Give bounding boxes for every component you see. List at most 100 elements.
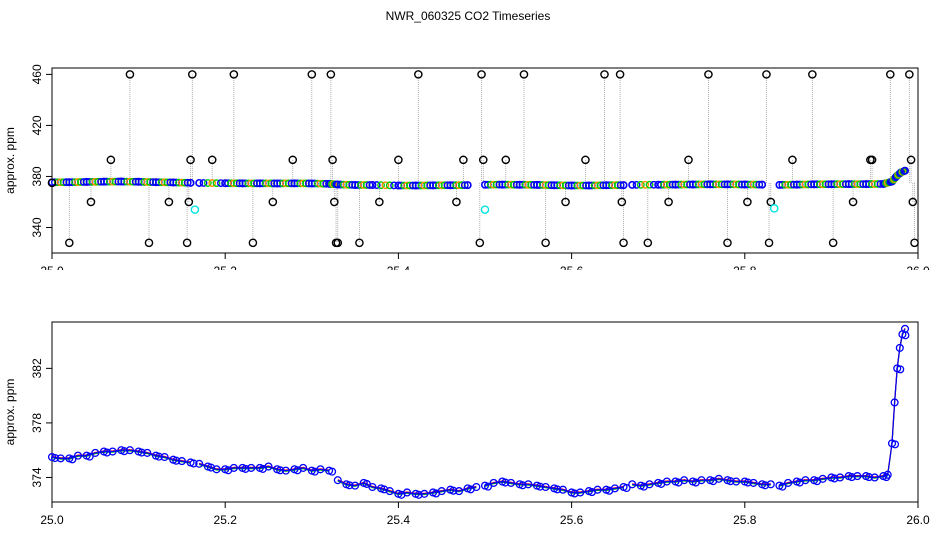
data-point [535,482,545,491]
baseline-point [616,181,625,190]
outlier-point [848,197,858,207]
data-point [749,478,758,487]
y-tick-label: 374 [30,467,44,487]
data-point [91,448,100,457]
data-point [368,482,377,492]
baseline-point [632,180,641,189]
outlier-point [908,197,918,207]
outlier-point [106,155,116,165]
data-point [778,482,787,491]
outlier-point [326,70,336,79]
data-point [333,476,342,485]
outlier-point [808,70,817,79]
outlier-point [762,70,771,79]
data-point [836,473,845,482]
baseline-point [463,181,472,190]
baseline-point [390,181,398,190]
y-tick-label: 380 [30,166,44,186]
data-point [345,481,354,490]
data-point [622,483,631,493]
data-point [883,470,892,479]
data-point [732,477,741,486]
cyan-point [769,204,779,213]
baseline-point [216,179,225,188]
outlier-point [125,70,135,79]
top-timeseries-plot: 25.0 25.2 25.4 25.6 25.8 26.0 340 380 420 460 appr… [3,64,930,270]
data-point [120,447,129,456]
data-point [229,463,238,472]
data-point [264,462,273,471]
data-point [316,465,325,474]
outlier-point [207,155,217,165]
x-tick-label: 25.6 [560,513,584,527]
y-tick-label: 460 [30,64,44,84]
baseline-point [758,180,767,189]
outlier-point [766,197,776,207]
outlier-point [452,197,461,207]
data-point [102,448,112,457]
cyan-point [190,205,200,214]
baseline-point [649,180,658,189]
outlier-point [664,197,673,207]
outlier-point [501,155,511,165]
data-point [160,452,169,462]
data-point [576,488,585,497]
data-point [680,476,689,485]
plot-frame [51,321,919,503]
data-point [385,487,394,496]
series-line [779,329,906,487]
data-point [501,478,510,487]
data-point [895,343,904,352]
outlier-point [186,155,195,165]
baseline-point [183,178,192,187]
series-line [199,463,330,472]
baseline-point [901,166,910,175]
data-point [853,472,862,481]
data-point [177,457,186,466]
baseline-point [208,179,217,187]
data-point [818,474,827,483]
y-axis-label: approx. ppm [3,127,17,194]
data-point [472,482,481,492]
outlier-point [885,70,895,79]
outlier-point [187,70,197,79]
data-point [108,447,117,456]
outlier-point [307,70,317,79]
series-line [779,328,906,486]
outlier-point [47,178,57,188]
x-tick-label: 25.4 [387,513,411,527]
data-point [351,481,360,490]
baseline-point [203,179,212,187]
outlier-point [184,197,194,207]
series-line [199,463,330,472]
data-point [50,453,60,463]
y-tick-label: 378 [30,413,44,433]
y-tick-label: 382 [30,358,44,378]
data-point [483,482,493,491]
baseline-point [641,180,650,189]
baseline-point [365,181,374,189]
data-point [553,485,562,494]
data-point [241,464,250,473]
x-tick-label: 26.0 [906,264,930,270]
data-point [85,452,94,461]
outlier-point [268,197,278,207]
outlier-point [764,238,774,248]
outlier-point [475,238,485,248]
data-point [437,487,446,496]
data-point [864,473,874,482]
data-point [489,478,498,487]
data-point [541,482,550,492]
data-point [247,463,256,472]
baseline-point [381,181,390,190]
x-tick-label: 25.0 [40,513,64,527]
outlier-point [459,155,468,165]
data-point [414,490,423,499]
outlier-point [328,155,337,165]
data-point [420,489,429,498]
data-point [900,324,910,333]
data-point [766,480,775,489]
data-point [454,487,464,496]
x-tick-label: 25.0 [40,264,64,270]
y-tick-label: 420 [30,115,44,135]
